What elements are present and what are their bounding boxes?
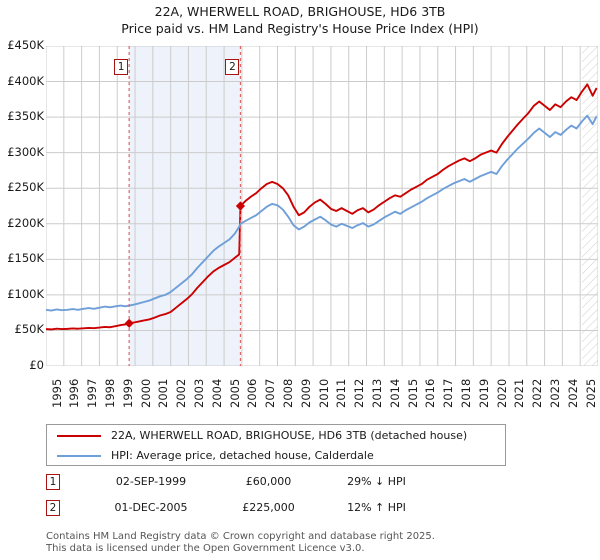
x-axis-tick-label: 2024 — [565, 378, 580, 408]
title-address: 22A, WHERWELL ROAD, BRIGHOUSE, HD6 3TB — [154, 4, 446, 19]
x-axis-tick-label: 2019 — [476, 378, 491, 408]
x-axis-tick-label: 2016 — [423, 378, 438, 408]
x-axis-tick-label: 2008 — [280, 378, 295, 408]
y-axis-tick-label: £150K — [7, 251, 44, 266]
x-axis-tick-label: 2009 — [298, 378, 313, 408]
x-axis-tick-label: 2005 — [227, 378, 242, 408]
chart-marker-flag: 2 — [225, 59, 240, 75]
table-row: 1 02-SEP-1999 £60,000 29% ↓ HPI — [46, 474, 516, 496]
x-axis: 1995 1996 1997 1998 1999 2000 2001 2002 2003 2004… — [46, 368, 598, 414]
x-axis-tick-label: 2025 — [583, 378, 598, 408]
x-axis-tick-label: 2014 — [387, 378, 402, 408]
x-axis-tick-label: 2002 — [174, 378, 189, 408]
footer-licence: This data is licensed under the Open Gov… — [46, 542, 365, 554]
x-axis-tick-label: 2001 — [156, 378, 171, 408]
y-axis-tick-label: £350K — [7, 109, 44, 124]
title-subtitle: Price paid vs. HM Land Registry's House … — [121, 21, 479, 36]
x-axis-tick-label: 2013 — [370, 378, 385, 408]
legend-label-hpi: HPI: Average price, detached house, Cald… — [111, 449, 374, 462]
transaction-date: 01-DEC-2005 — [114, 501, 188, 514]
transactions-table: 1 02-SEP-1999 £60,000 29% ↓ HPI 2 01-DEC… — [46, 474, 516, 522]
x-axis-tick-label: 2003 — [191, 378, 206, 408]
transaction-price: £60,000 — [245, 475, 292, 488]
y-axis-tick-label: £250K — [7, 180, 44, 195]
y-axis-tick-label: £100K — [7, 286, 44, 301]
x-axis-tick-label: 2015 — [405, 378, 420, 408]
transaction-date: 02-SEP-1999 — [115, 475, 187, 488]
x-axis-tick-label: 2020 — [494, 378, 509, 408]
x-axis-tick-label: 2004 — [209, 378, 224, 408]
x-axis-tick-label: 2023 — [548, 378, 563, 408]
x-axis-tick-label: 2021 — [512, 378, 527, 408]
legend-swatch-hpi — [57, 454, 101, 457]
x-axis-tick-label: 2006 — [245, 378, 260, 408]
x-axis-tick-label: 1999 — [120, 378, 135, 408]
x-axis-tick-label: 1995 — [49, 378, 64, 408]
footer: Contains HM Land Registry data © Crown c… — [46, 531, 586, 554]
x-axis-tick-label: 2018 — [459, 378, 474, 408]
y-axis-tick-label: £200K — [7, 215, 44, 230]
x-axis-tick-label: 2010 — [316, 378, 331, 408]
footer-copyright: Contains HM Land Registry data © Crown c… — [46, 531, 435, 542]
chart-marker-flag: 1 — [114, 59, 129, 75]
transaction-price: £225,000 — [242, 501, 295, 514]
x-axis-tick-label: 1996 — [67, 378, 82, 408]
transaction-badge: 1 — [46, 474, 60, 490]
y-axis-tick-label: £0 — [29, 358, 44, 372]
x-axis-tick-label: 2011 — [334, 378, 349, 408]
x-axis-tick-label: 2000 — [138, 378, 153, 408]
x-axis-tick-label: 2017 — [441, 378, 456, 408]
transaction-badge: 2 — [46, 500, 60, 516]
page-title: 22A, WHERWELL ROAD, BRIGHOUSE, HD6 3TB P… — [0, 3, 600, 37]
x-axis-tick-label: 2012 — [352, 378, 367, 408]
legend-label-price-paid: 22A, WHERWELL ROAD, BRIGHOUSE, HD6 3TB (… — [111, 429, 468, 442]
x-axis-tick-label: 2022 — [530, 378, 545, 408]
x-axis-tick-label: 2007 — [263, 378, 278, 408]
legend: 22A, WHERWELL ROAD, BRIGHOUSE, HD6 3TB (… — [46, 424, 506, 466]
legend-item-price-paid: 22A, WHERWELL ROAD, BRIGHOUSE, HD6 3TB (… — [47, 425, 467, 446]
x-axis-tick-label: 1997 — [85, 378, 100, 408]
y-axis-tick-label: £300K — [7, 144, 44, 159]
x-axis-tick-label: 1998 — [102, 378, 117, 408]
plot-area — [46, 46, 598, 366]
plot-svg — [46, 46, 598, 366]
transaction-hpi-delta: 12% ↑ HPI — [347, 501, 406, 514]
legend-item-hpi: HPI: Average price, detached house, Cald… — [47, 445, 374, 466]
y-axis: £0 £50K £100K £150K £200K £250K £300K £350K £400… — [0, 0, 44, 560]
transaction-hpi-delta: 29% ↓ HPI — [347, 475, 406, 488]
y-axis-tick-label: £400K — [7, 73, 44, 88]
legend-swatch-price-paid — [57, 434, 101, 437]
y-axis-tick-label: £450K — [7, 38, 44, 52]
y-axis-tick-label: £50K — [14, 322, 45, 337]
table-row: 2 01-DEC-2005 £225,000 12% ↑ HPI — [46, 500, 516, 522]
